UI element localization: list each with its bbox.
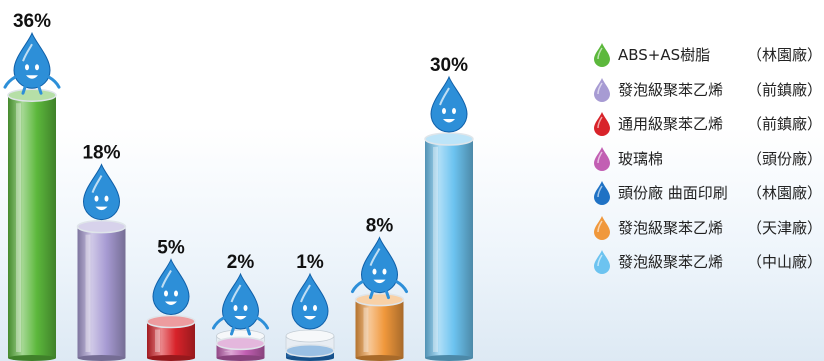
bar-top — [285, 343, 335, 358]
bar — [77, 226, 126, 358]
droplet-mascot-icon — [212, 272, 269, 336]
legend-item: ABS+AS樹脂 （林園廠） — [592, 38, 824, 73]
bar-top — [7, 88, 57, 102]
bar-highlight — [224, 351, 230, 352]
bar-top — [424, 132, 474, 146]
bar-highlight — [433, 147, 438, 352]
bar-bottom — [147, 355, 195, 361]
bar-highlight — [363, 307, 369, 352]
bar-highlight — [16, 103, 21, 352]
legend-item-location: （前鎮廠） — [746, 80, 822, 99]
bar-top — [76, 219, 127, 234]
data-label: 30% — [430, 55, 468, 76]
droplet-mascot-icon — [152, 258, 190, 315]
bar-highlight — [85, 234, 91, 352]
droplet-icon — [592, 146, 612, 172]
bars-group — [7, 88, 474, 361]
droplet-mascot-icon — [82, 163, 121, 221]
droplet-icon — [592, 249, 612, 275]
bar-bottom — [8, 355, 56, 361]
data-label: 1% — [296, 252, 324, 273]
droplet-icon — [592, 180, 612, 206]
bar-top — [354, 292, 405, 307]
bar-top — [146, 314, 196, 329]
droplet-icon — [592, 77, 612, 103]
legend-item-name: 頭份廠 曲面印刷 — [618, 184, 728, 203]
data-label: 2% — [227, 252, 255, 273]
droplet-mascot-icon — [291, 272, 329, 330]
legend-item-location: （天津廠） — [746, 218, 822, 237]
bar-bottom — [216, 355, 265, 361]
droplet-mascot-icon — [351, 236, 408, 300]
bar — [425, 139, 473, 358]
legend-item-name: 發泡級聚苯乙烯 — [618, 253, 724, 272]
legend-item: 通用級聚苯乙烯 （前鎮廠） — [592, 107, 824, 142]
droplet-mascot-icon — [430, 75, 468, 133]
legend-item: 發泡級聚苯乙烯 （天津廠） — [592, 211, 824, 246]
legend-item: 發泡級聚苯乙烯 （前鎮廠） — [592, 73, 824, 108]
data-label: 8% — [366, 216, 394, 237]
bar-highlight — [155, 329, 160, 352]
legend-item-location: （頭份廠） — [746, 149, 822, 168]
legend-item-name: ABS+AS樹脂 — [618, 46, 711, 65]
legend-item-location: （林園廠） — [746, 184, 822, 203]
bar — [8, 95, 56, 358]
legend-item: 發泡級聚苯乙烯 （中山廠） — [592, 245, 824, 280]
data-label: 5% — [157, 238, 185, 259]
bar-bottom — [355, 355, 404, 361]
bar-glass-rim — [285, 329, 335, 343]
legend-item-name: 發泡級聚苯乙烯 — [618, 218, 724, 237]
data-label: 36% — [13, 11, 51, 32]
bar — [355, 299, 404, 358]
legend-item-name: 發泡級聚苯乙烯 — [618, 80, 724, 99]
legend-item: 頭份廠 曲面印刷 （林園廠） — [592, 176, 824, 211]
data-label: 18% — [82, 143, 120, 164]
legend-item-location: （前鎮廠） — [746, 115, 822, 134]
legend-item-name: 通用級聚苯乙烯 — [618, 115, 724, 134]
droplet-mascot-icon — [3, 31, 61, 95]
mascots-group — [3, 31, 468, 336]
droplet-icon — [592, 215, 612, 241]
droplet-icon — [592, 111, 612, 137]
bar-top — [215, 336, 266, 351]
legend: ABS+AS樹脂 （林園廠） 發泡級聚苯乙烯 （前鎮廠） 通用級聚苯乙烯 （前鎮廠） … — [592, 38, 824, 280]
legend-item: 玻璃棉 （頭份廠） — [592, 142, 824, 177]
bar-bottom — [77, 355, 126, 361]
bar-bottom — [425, 355, 473, 361]
legend-item-location: （林園廠） — [746, 46, 822, 65]
droplet-icon — [592, 42, 612, 68]
legend-item-location: （中山廠） — [746, 253, 822, 272]
legend-item-name: 玻璃棉 — [618, 149, 664, 168]
labels-group: 36% 18% 5% 2% 1% 8% 30% — [13, 11, 468, 273]
